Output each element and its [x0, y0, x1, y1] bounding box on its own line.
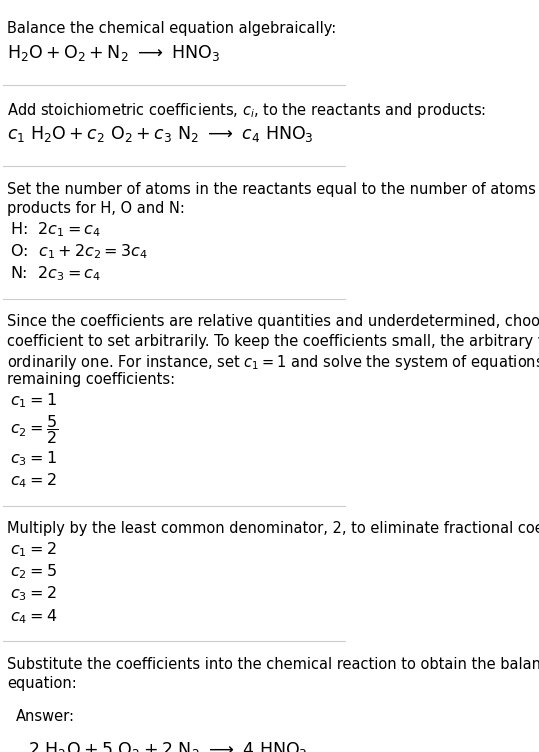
Text: N: $\ 2 c_3 = c_4$: N: $\ 2 c_3 = c_4$: [10, 264, 101, 283]
Text: Add stoichiometric coefficients, $c_i$, to the reactants and products:: Add stoichiometric coefficients, $c_i$, …: [7, 101, 486, 120]
Text: Balance the chemical equation algebraically:: Balance the chemical equation algebraica…: [7, 20, 336, 35]
Text: O: $\ c_1 + 2 c_2 = 3 c_4$: O: $\ c_1 + 2 c_2 = 3 c_4$: [10, 242, 148, 261]
Text: $c_2 = \dfrac{5}{2}$: $c_2 = \dfrac{5}{2}$: [10, 414, 59, 447]
Text: products for H, O and N:: products for H, O and N:: [7, 201, 185, 216]
Text: $c_4 = 2$: $c_4 = 2$: [10, 472, 57, 490]
Text: $c_1 = 1$: $c_1 = 1$: [10, 392, 57, 410]
Text: remaining coefficients:: remaining coefficients:: [7, 372, 175, 387]
Text: Since the coefficients are relative quantities and underdetermined, choose a: Since the coefficients are relative quan…: [7, 314, 539, 329]
Text: H: $\ 2 c_1 = c_4$: H: $\ 2 c_1 = c_4$: [10, 220, 102, 239]
Text: $2 \ \mathrm{H_2O} + 5 \ \mathrm{O_2} + 2 \ \mathrm{N_2} \ \longrightarrow \ 4 \: $2 \ \mathrm{H_2O} + 5 \ \mathrm{O_2} + …: [28, 740, 308, 752]
Text: coefficient to set arbitrarily. To keep the coefficients small, the arbitrary va: coefficient to set arbitrarily. To keep …: [7, 334, 539, 349]
Text: $c_4 = 4$: $c_4 = 4$: [10, 607, 58, 626]
Text: ordinarily one. For instance, set $c_1 = 1$ and solve the system of equations fo: ordinarily one. For instance, set $c_1 =…: [7, 353, 539, 372]
Text: $\mathrm{H_2O + O_2 + N_2 \ \longrightarrow \ HNO_3}$: $\mathrm{H_2O + O_2 + N_2 \ \longrightar…: [7, 44, 220, 63]
Text: Answer:: Answer:: [16, 709, 75, 724]
Text: $c_3 = 2$: $c_3 = 2$: [10, 585, 57, 604]
FancyBboxPatch shape: [3, 692, 191, 752]
Text: Set the number of atoms in the reactants equal to the number of atoms in the: Set the number of atoms in the reactants…: [7, 182, 539, 196]
Text: $c_1 = 2$: $c_1 = 2$: [10, 541, 57, 559]
Text: equation:: equation:: [7, 676, 77, 691]
Text: Substitute the coefficients into the chemical reaction to obtain the balanced: Substitute the coefficients into the che…: [7, 657, 539, 672]
Text: Multiply by the least common denominator, 2, to eliminate fractional coefficient: Multiply by the least common denominator…: [7, 521, 539, 536]
Text: $c_1 \ \mathrm{H_2O} + c_2 \ \mathrm{O_2} + c_3 \ \mathrm{N_2} \ \longrightarrow: $c_1 \ \mathrm{H_2O} + c_2 \ \mathrm{O_2…: [7, 124, 314, 144]
Text: $c_3 = 1$: $c_3 = 1$: [10, 449, 57, 468]
Text: $c_2 = 5$: $c_2 = 5$: [10, 562, 57, 581]
